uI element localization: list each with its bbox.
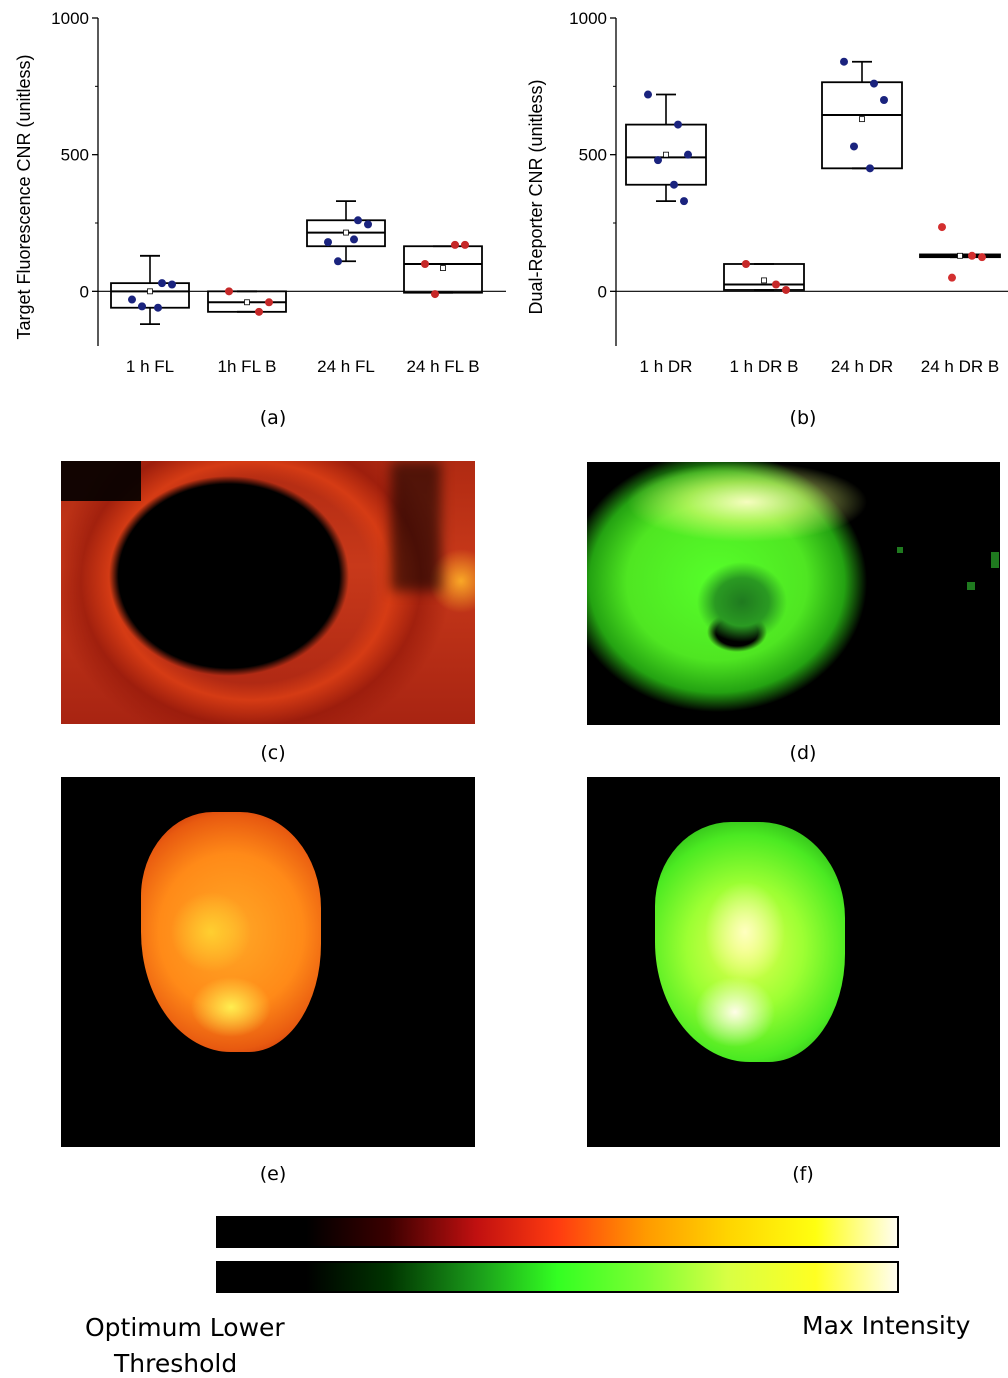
x-tick-label: 24 h DR B [921,357,999,376]
y-tick-label: 1000 [51,9,89,28]
caption-a: (a) [259,407,287,429]
data-point [968,251,976,260]
mean-marker [761,277,767,284]
data-point [866,164,874,173]
colorbar-right-label: Max Intensity [802,1311,971,1340]
mean-marker [147,288,153,295]
data-point [255,307,263,316]
data-point [265,298,273,307]
box-body [110,282,190,309]
dark-region [61,461,141,501]
box-3 [306,200,386,266]
data-point [782,285,790,294]
data-point [364,220,372,229]
box-body [723,263,805,291]
mean-marker [343,229,349,236]
mean-marker [663,151,669,158]
caption-e: (e) [259,1163,287,1185]
data-point [421,260,429,268]
y-axis-label: Dual-Reporter CNR (unitless) [526,79,546,314]
data-point [154,303,162,312]
box-4 [919,223,1001,282]
x-tick-label: 24 h DR [831,357,893,376]
data-point [670,180,678,189]
data-point [938,223,946,232]
mean-marker [244,299,250,306]
box-body [403,245,483,294]
data-point [168,280,176,289]
data-point [354,216,362,225]
chart-b: 0 500 1000 Dual-Reporter CNR (unitless) 1 h … [526,9,1008,376]
caption-b: (b) [789,407,817,429]
dark-region [391,461,441,591]
y-tick-label: 500 [61,146,89,165]
data-point [334,257,342,266]
caption-c: (c) [260,742,286,764]
noise-speck [991,552,999,568]
data-point [225,287,233,296]
data-point [324,238,332,247]
data-point [644,90,652,99]
data-point [158,279,166,288]
box-1 [625,90,707,206]
data-point [850,142,858,151]
data-point [461,240,469,249]
tumor-blob [141,812,321,1052]
box-4 [403,240,483,299]
y-tick-label: 0 [598,282,607,301]
image-panel-f [587,777,1000,1147]
noise-speck [967,582,975,590]
data-point [350,235,358,244]
y-tick-label: 500 [579,146,607,165]
x-tick-label: 1h FL B [218,357,277,376]
data-point [674,120,682,129]
x-tick-label: 1 h DR [640,357,693,376]
red-colorbar [216,1216,899,1248]
x-tick-label: 1 h FL [126,357,174,376]
y-tick-label: 0 [80,282,89,301]
image-panel-d [587,462,1000,725]
x-tick-label: 24 h FL B [406,357,479,376]
data-point [948,273,956,282]
data-point [742,260,750,268]
box-2 [207,287,287,316]
data-point [870,79,878,88]
image-panel-c [61,461,475,724]
data-point [772,280,780,289]
chart-a: 0 500 1000 Target Fluorescence CNR (unitles… [14,9,506,376]
x-tick-label: 1 h DR B [730,357,799,376]
box-3 [821,57,903,173]
box-1 [110,254,190,326]
mean-marker [957,252,963,259]
data-point [880,96,888,104]
box-2 [723,260,805,294]
caption-f: (f) [792,1163,814,1185]
mean-marker [859,116,865,123]
colorbar-left-label-line1: Optimum Lower [85,1313,285,1342]
data-point [978,253,986,262]
data-point [451,240,459,249]
data-point [654,156,662,165]
caption-d: (d) [789,742,817,764]
x-tick-label: 24 h FL [317,357,375,376]
y-axis-label: Target Fluorescence CNR (unitless) [14,54,34,339]
data-point [684,150,692,159]
tumor-blob [655,822,845,1062]
data-point [680,197,688,206]
green-colorbar [216,1261,899,1293]
data-point [128,295,136,304]
image-panel-e [61,777,475,1147]
y-tick-label: 1000 [569,9,607,28]
noise-speck [897,547,903,553]
mean-marker [440,265,446,272]
data-point [138,302,146,311]
data-point [840,57,848,66]
data-point [431,290,439,299]
colorbar-left-label-line2: Threshold [114,1349,238,1378]
box-body [821,81,903,170]
box-body [625,123,707,186]
